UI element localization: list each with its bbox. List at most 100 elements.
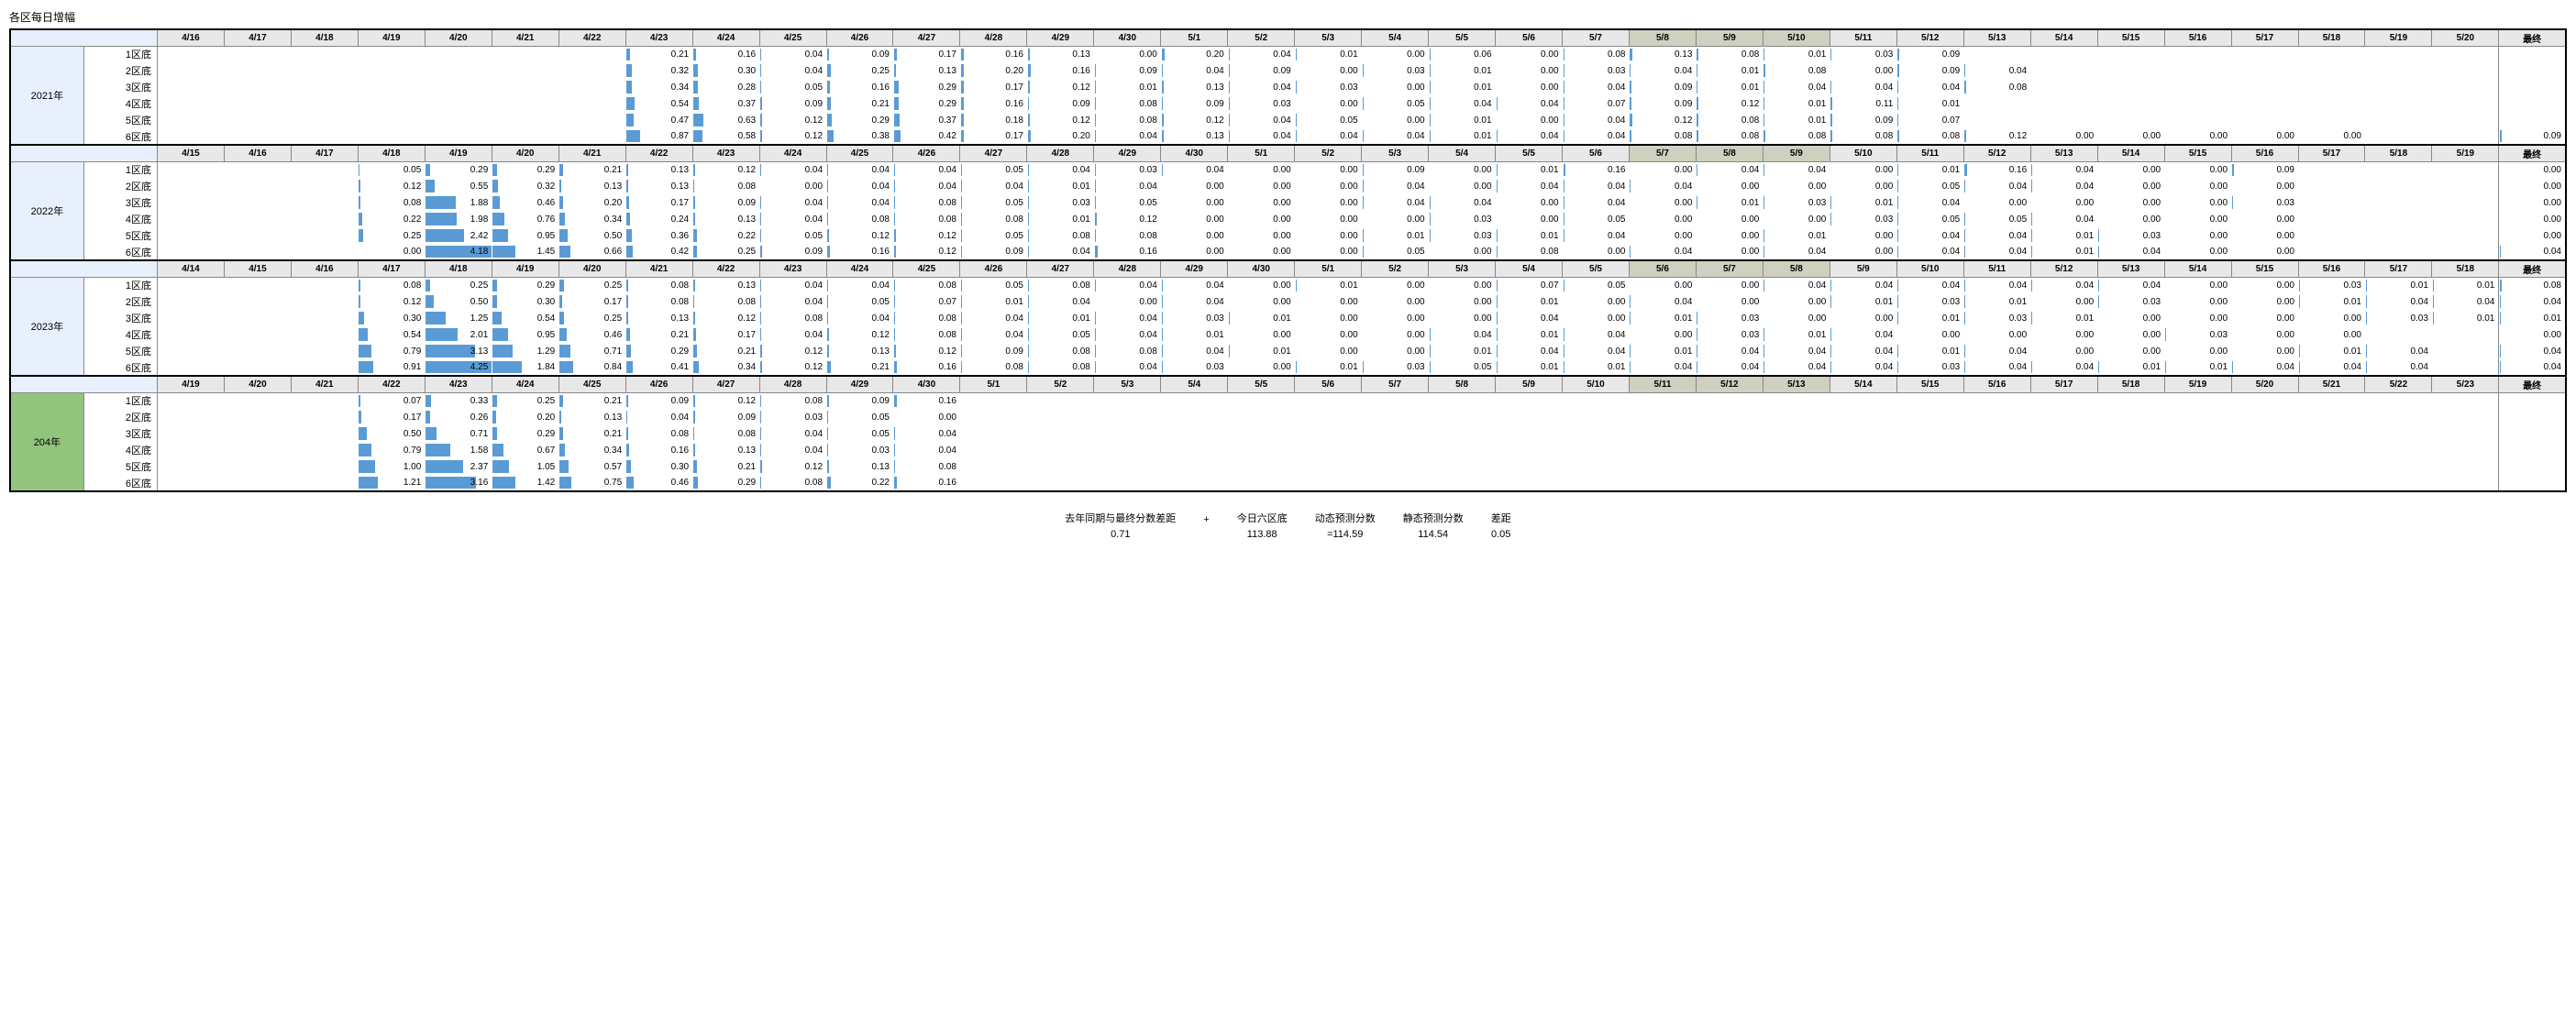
data-cell: 0.00 [893,409,960,425]
date-header: 4/30 [1161,145,1228,161]
data-cell [158,326,225,343]
data-cell: 0.13 [692,211,759,227]
data-cell: 0.01 [1830,293,1896,310]
data-cell: 0.16 [692,46,759,62]
data-cell [425,112,492,128]
data-cell: 0.13 [625,310,692,326]
data-cell: 1.84 [492,359,558,376]
data-cell [1228,458,1295,475]
data-cell: 0.00 [1496,46,1563,62]
data-cell: 0.05 [759,79,826,95]
data-cell: 0.08 [358,194,425,211]
data-cell: 0.08 [1629,128,1696,145]
data-cell [158,293,225,310]
date-header: 4/28 [1094,260,1161,277]
final-cell: 0.00 [2499,161,2566,178]
data-cell [492,112,558,128]
data-cell: 0.00 [759,178,826,194]
data-cell [2231,46,2298,62]
data-cell: 0.01 [2030,310,2097,326]
date-header: 5/14 [2097,145,2164,161]
final-cell: 0.04 [2499,244,2566,260]
date-header: 5/11 [1896,145,1963,161]
date-header: 5/5 [1228,376,1295,392]
final-cell [2499,79,2566,95]
data-cell: 0.04 [2030,277,2097,293]
row-label: 6区底 [83,128,157,145]
data-cell: 0.04 [1763,161,1830,178]
date-header: 5/11 [1963,260,2030,277]
data-cell: 0.87 [625,128,692,145]
data-cell: 0.08 [759,310,826,326]
data-cell [960,409,1027,425]
data-cell [2365,211,2432,227]
data-cell: 0.34 [625,79,692,95]
data-cell: 0.46 [625,475,692,491]
data-cell [291,343,358,359]
data-cell: 0.79 [358,343,425,359]
data-cell [158,194,225,211]
data-cell: 0.08 [1027,227,1094,244]
data-cell [2030,442,2097,458]
data-cell: 0.08 [1696,112,1763,128]
data-cell: 0.00 [1228,277,1295,293]
row-label: 1区底 [83,277,157,293]
data-cell [291,161,358,178]
data-cell: 0.04 [759,161,826,178]
date-header: 4/28 [1027,145,1094,161]
data-cell: 0.00 [1295,161,1362,178]
row-label: 5区底 [83,343,157,359]
date-header: 5/6 [1295,376,1362,392]
data-cell: 0.01 [1496,161,1563,178]
data-cell [2164,409,2231,425]
data-cell: 0.01 [1496,359,1563,376]
row-label: 5区底 [83,458,157,475]
data-cell: 0.00 [1696,277,1763,293]
date-header: 5/8 [1629,29,1696,46]
summary-item: + [1203,511,1209,540]
date-header: 5/9 [1696,29,1763,46]
data-cell: 0.05 [759,227,826,244]
data-cell: 0.01 [1027,211,1094,227]
data-cell [224,326,291,343]
data-cell [1830,458,1896,475]
data-cell: 1.25 [425,310,492,326]
data-cell [960,458,1027,475]
data-cell: 0.04 [1362,178,1429,194]
data-cell [1094,409,1161,425]
data-cell [2298,425,2365,442]
data-cell [1161,475,1228,491]
data-cell [1963,425,2030,442]
data-cell [1496,392,1563,409]
data-cell: 0.17 [692,326,759,343]
data-cell [2164,46,2231,62]
data-cell: 0.00 [1295,310,1362,326]
data-cell: 0.07 [1496,277,1563,293]
data-cell [224,293,291,310]
data-cell: 0.00 [1563,293,1630,310]
data-cell [158,392,225,409]
data-cell: 0.34 [692,359,759,376]
data-cell: 0.03 [1563,62,1630,79]
data-cell [1830,392,1896,409]
data-cell: 0.05 [358,161,425,178]
data-cell: 0.08 [1094,112,1161,128]
data-cell [2298,442,2365,458]
data-cell: 0.00 [1429,244,1496,260]
data-cell: 0.00 [1830,227,1896,244]
data-cell: 0.41 [625,359,692,376]
data-cell [2365,227,2432,244]
data-cell: 0.29 [826,112,893,128]
row-label: 3区底 [83,425,157,442]
data-cell: 0.01 [1763,227,1830,244]
data-cell: 0.03 [1429,211,1496,227]
data-cell: 0.00 [1963,326,2030,343]
data-cell: 0.00 [1228,178,1295,194]
data-cell: 0.09 [1629,95,1696,112]
data-cell: 0.01 [1429,343,1496,359]
data-cell [1830,475,1896,491]
data-cell: 0.32 [492,178,558,194]
data-cell: 0.04 [1696,161,1763,178]
row-label: 6区底 [83,244,157,260]
data-cell: 0.00 [1228,244,1295,260]
